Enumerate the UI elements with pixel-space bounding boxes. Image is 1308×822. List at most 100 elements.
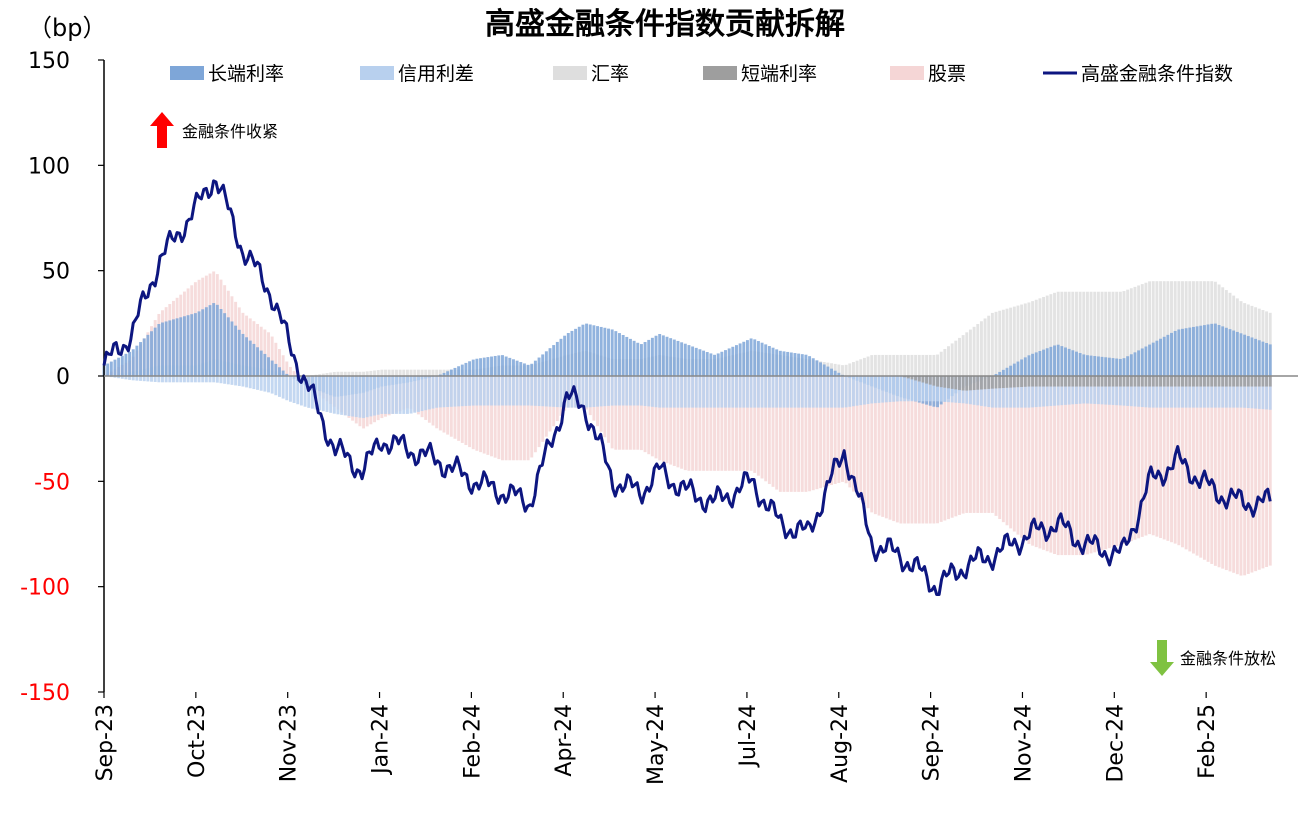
bar — [351, 376, 355, 417]
bar — [351, 371, 355, 376]
bar — [343, 371, 347, 376]
bar — [1166, 376, 1170, 408]
up-arrow-icon — [150, 112, 174, 148]
bar — [870, 376, 874, 404]
bar — [321, 373, 325, 376]
bar — [1151, 342, 1155, 376]
bar — [1038, 376, 1042, 387]
bar — [1045, 376, 1049, 387]
bar — [639, 376, 643, 451]
bar — [1122, 376, 1126, 544]
bar — [925, 376, 929, 402]
bar — [1085, 376, 1089, 404]
bar — [1107, 376, 1111, 405]
bar — [753, 376, 757, 473]
bar — [643, 376, 647, 453]
bar — [1012, 363, 1016, 376]
bar — [596, 376, 599, 407]
bar — [1221, 376, 1225, 387]
bar — [457, 376, 461, 441]
bar — [1159, 338, 1163, 376]
bar — [1243, 334, 1247, 376]
bar — [1199, 376, 1203, 558]
bar — [599, 326, 603, 376]
bar — [998, 376, 1002, 520]
bar — [694, 347, 698, 376]
bar — [281, 376, 285, 399]
bar — [1038, 351, 1042, 376]
y-axis-unit-label: （bp） — [28, 14, 106, 42]
bar — [179, 317, 183, 376]
x-tick-label: May-24 — [644, 704, 669, 785]
bar — [1107, 291, 1111, 376]
x-tick-label: Sep-23 — [93, 704, 118, 781]
bar — [830, 376, 833, 486]
bar — [921, 376, 925, 524]
bar — [618, 376, 621, 450]
bar — [928, 376, 932, 385]
bar — [1140, 376, 1144, 387]
bar — [449, 369, 453, 376]
bar — [471, 359, 475, 376]
bar — [1067, 376, 1071, 405]
bar — [1202, 376, 1206, 560]
bar — [859, 376, 863, 500]
bar — [153, 327, 157, 376]
bar — [347, 376, 351, 416]
bar — [1067, 348, 1071, 376]
bar — [1155, 376, 1159, 408]
bar — [464, 376, 468, 406]
bar — [548, 376, 552, 407]
bar — [705, 376, 709, 471]
bar — [1192, 376, 1195, 554]
bar — [541, 376, 545, 442]
bar — [1162, 376, 1166, 408]
bar — [749, 338, 753, 376]
bar — [475, 376, 479, 451]
bar — [775, 376, 779, 408]
bar — [504, 356, 508, 376]
bar — [994, 376, 998, 516]
bar — [1159, 376, 1163, 539]
bar — [950, 376, 954, 518]
bar — [1265, 376, 1269, 567]
bar — [1173, 376, 1177, 387]
bar — [380, 376, 384, 414]
bar — [958, 337, 961, 376]
bar — [1144, 346, 1148, 376]
bar — [1129, 354, 1133, 376]
bar — [515, 376, 519, 406]
bar — [395, 376, 398, 414]
bar — [873, 376, 877, 404]
bar — [1020, 376, 1024, 408]
bar — [1071, 291, 1075, 376]
bar — [702, 350, 706, 376]
bar — [1071, 350, 1075, 376]
bar — [826, 376, 830, 408]
bar — [614, 376, 618, 450]
bar — [424, 376, 428, 411]
bar — [1246, 336, 1250, 376]
bar — [855, 376, 859, 406]
bar — [990, 312, 994, 376]
bar — [1155, 340, 1159, 376]
bar — [650, 337, 654, 376]
bar — [661, 376, 665, 408]
bar — [1115, 376, 1119, 406]
bar — [515, 360, 519, 376]
bar — [1027, 376, 1031, 544]
bar — [237, 376, 241, 386]
bar — [446, 376, 450, 408]
bar — [373, 370, 376, 376]
bar — [581, 324, 585, 376]
bar — [965, 332, 969, 376]
bar — [453, 376, 457, 407]
bar — [1235, 331, 1239, 376]
bar — [285, 376, 289, 401]
bar — [815, 376, 819, 490]
x-tick-label: Nov-24 — [1011, 704, 1036, 782]
bar — [972, 376, 976, 513]
bar — [278, 349, 281, 376]
bar — [1053, 376, 1056, 554]
